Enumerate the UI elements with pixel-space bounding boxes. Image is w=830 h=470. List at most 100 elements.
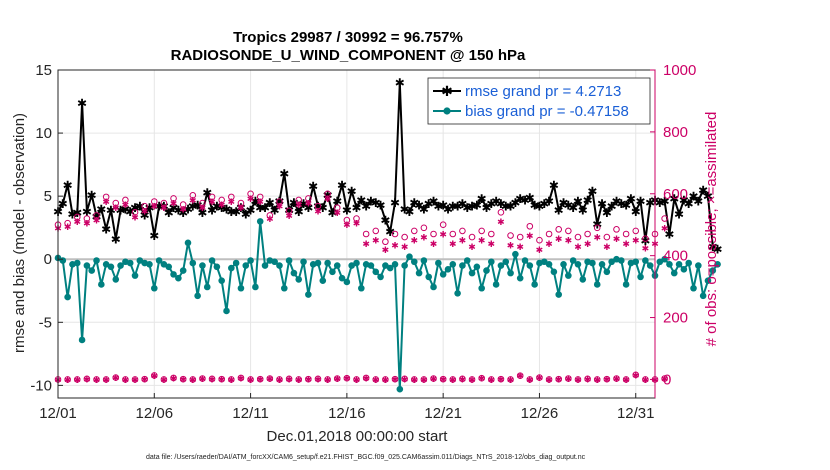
bias-point: [372, 268, 380, 276]
bias-point: [242, 262, 250, 269]
rmse-point: ✱: [159, 200, 169, 214]
assimilated-obs-point: ✱: [285, 212, 293, 222]
rmse-point: ✱: [226, 205, 236, 219]
rmse-point: ✱: [645, 196, 655, 210]
assimilated-obs-point: ✱: [199, 375, 207, 385]
assimilated-obs-point: ✱: [449, 240, 457, 250]
bias-point: [473, 263, 481, 271]
bias-point: [430, 283, 437, 291]
possible-obs-point: [228, 376, 235, 383]
rmse-point: ✱: [462, 201, 472, 215]
possible-obs-point: [382, 238, 389, 246]
rmse-point: ✱: [303, 201, 313, 215]
bias-point: [642, 257, 649, 264]
bias-point: [290, 269, 298, 277]
rmse-point: ✱: [140, 209, 150, 223]
axis-ticks: 12/01 12/06 12/11 12/16 12/21 12/26 12/31 -10 -5…: [30, 62, 696, 422]
bias-point: [488, 258, 495, 266]
possible-obs-point: [382, 376, 389, 383]
possible-obs-point: [256, 375, 264, 383]
rmse-point: ✱: [67, 207, 77, 221]
possible-obs-point: [141, 202, 148, 210]
possible-obs-point: [160, 376, 168, 383]
rmse-point: ✱: [63, 178, 73, 192]
possible-obs-point: [593, 224, 601, 232]
bias-point: [189, 259, 197, 267]
rmse-point: ✱: [664, 228, 674, 242]
bias-point: [512, 250, 519, 258]
possible-obs-point: [353, 376, 360, 383]
possible-obs-point: [420, 224, 428, 232]
assimilated-obs-point: ✱: [488, 376, 496, 386]
y-axis-label-right: # of obs: o=possible; ×=assimilated: [703, 112, 720, 347]
assimilated-obs-point: ✱: [189, 376, 197, 386]
bias-point: [425, 273, 433, 281]
possible-obs-point: [507, 232, 514, 239]
bias-point: [93, 257, 100, 264]
bias-point: [454, 289, 461, 297]
assimilated-obs-point: ✱: [305, 376, 313, 386]
y-tick-label: 0: [44, 251, 52, 268]
assimilated-obs-point: ✱: [516, 372, 524, 382]
assimilated-obs-point: ✱: [411, 376, 419, 386]
assimilated-obs-point: ✱: [64, 376, 72, 386]
assimilated-obs-point: ✱: [189, 196, 197, 206]
possible-obs-point: [285, 207, 293, 215]
assimilated-obs-point: ✱: [237, 374, 245, 384]
bias-point: [589, 259, 596, 267]
assimilated-obs-point: ✱: [151, 203, 159, 213]
bias-point: [463, 257, 471, 264]
rmse-point: ✱: [506, 200, 516, 214]
rmse-point: ✱: [607, 200, 617, 214]
plot-area: [58, 70, 655, 398]
bias-point: [468, 269, 476, 277]
bias-point: [569, 257, 577, 264]
possible-obs-point: [516, 372, 524, 380]
assimilated-obs-point: ✱: [593, 376, 601, 386]
legend-rmse-label: rmse grand pr = 4.2713: [465, 83, 621, 100]
rmse-point: ✱: [549, 178, 559, 192]
bias-point: [261, 262, 269, 269]
rmse-point: ✱: [698, 183, 708, 197]
series-layer: ✱✱✱✱✱✱✱✱✱✱✱✱✱✱✱✱✱✱✱✱✱✱✱✱✱✱✱✱✱✱✱✱✱✱✱✱✱✱✱✱…: [53, 76, 723, 393]
rmse-point: ✱: [592, 217, 602, 231]
bias-point: [598, 260, 606, 268]
assimilated-obs-point: ✱: [536, 246, 544, 256]
bias-point: [184, 239, 192, 247]
assimilated-obs-point: ✱: [468, 376, 476, 386]
assimilated-obs-point: ✱: [642, 244, 650, 254]
assimilated-obs-point: ✱: [642, 376, 650, 386]
assimilated-obs-point: ✱: [122, 376, 130, 386]
bias-point: [155, 257, 163, 264]
assimilated-obs-point: ✱: [247, 195, 255, 205]
bias-point: [401, 262, 408, 269]
bias-point: [300, 258, 307, 266]
bias-point: [175, 274, 182, 282]
x-tick-label: 12/21: [424, 405, 462, 422]
rmse-point: ✱: [221, 202, 231, 216]
y-tick-label-right: 1000: [663, 62, 696, 79]
y-tick-label: 10: [35, 125, 52, 142]
bias-point: [276, 262, 283, 269]
rmse-point: ✱: [520, 193, 530, 207]
rmse-point: ✱: [693, 195, 703, 209]
assimilated-obs-point: ✱: [73, 218, 81, 228]
possible-obs-point: [420, 376, 428, 383]
assimilated-obs-point: ✱: [391, 241, 399, 251]
assimilated-obs-point: ✱: [411, 237, 419, 247]
assimilated-obs-point: ✱: [131, 213, 139, 223]
assimilated-obs-point: ✱: [468, 243, 476, 253]
y-tick-label: -5: [39, 314, 52, 331]
rmse-point: ✱: [655, 196, 665, 210]
bias-point: [396, 385, 404, 393]
bias-point: [526, 262, 534, 269]
possible-obs-point: [439, 375, 447, 383]
rmse-point: ✱: [688, 190, 698, 204]
bias-point: [521, 257, 529, 264]
assimilated-obs-point: ✱: [237, 204, 245, 214]
x-tick-label: 12/26: [521, 405, 559, 422]
rmse-point: ✱: [534, 200, 544, 214]
rmse-point: ✱: [679, 193, 689, 207]
possible-obs-point: [266, 375, 274, 382]
rmse-point: ✱: [448, 200, 458, 214]
